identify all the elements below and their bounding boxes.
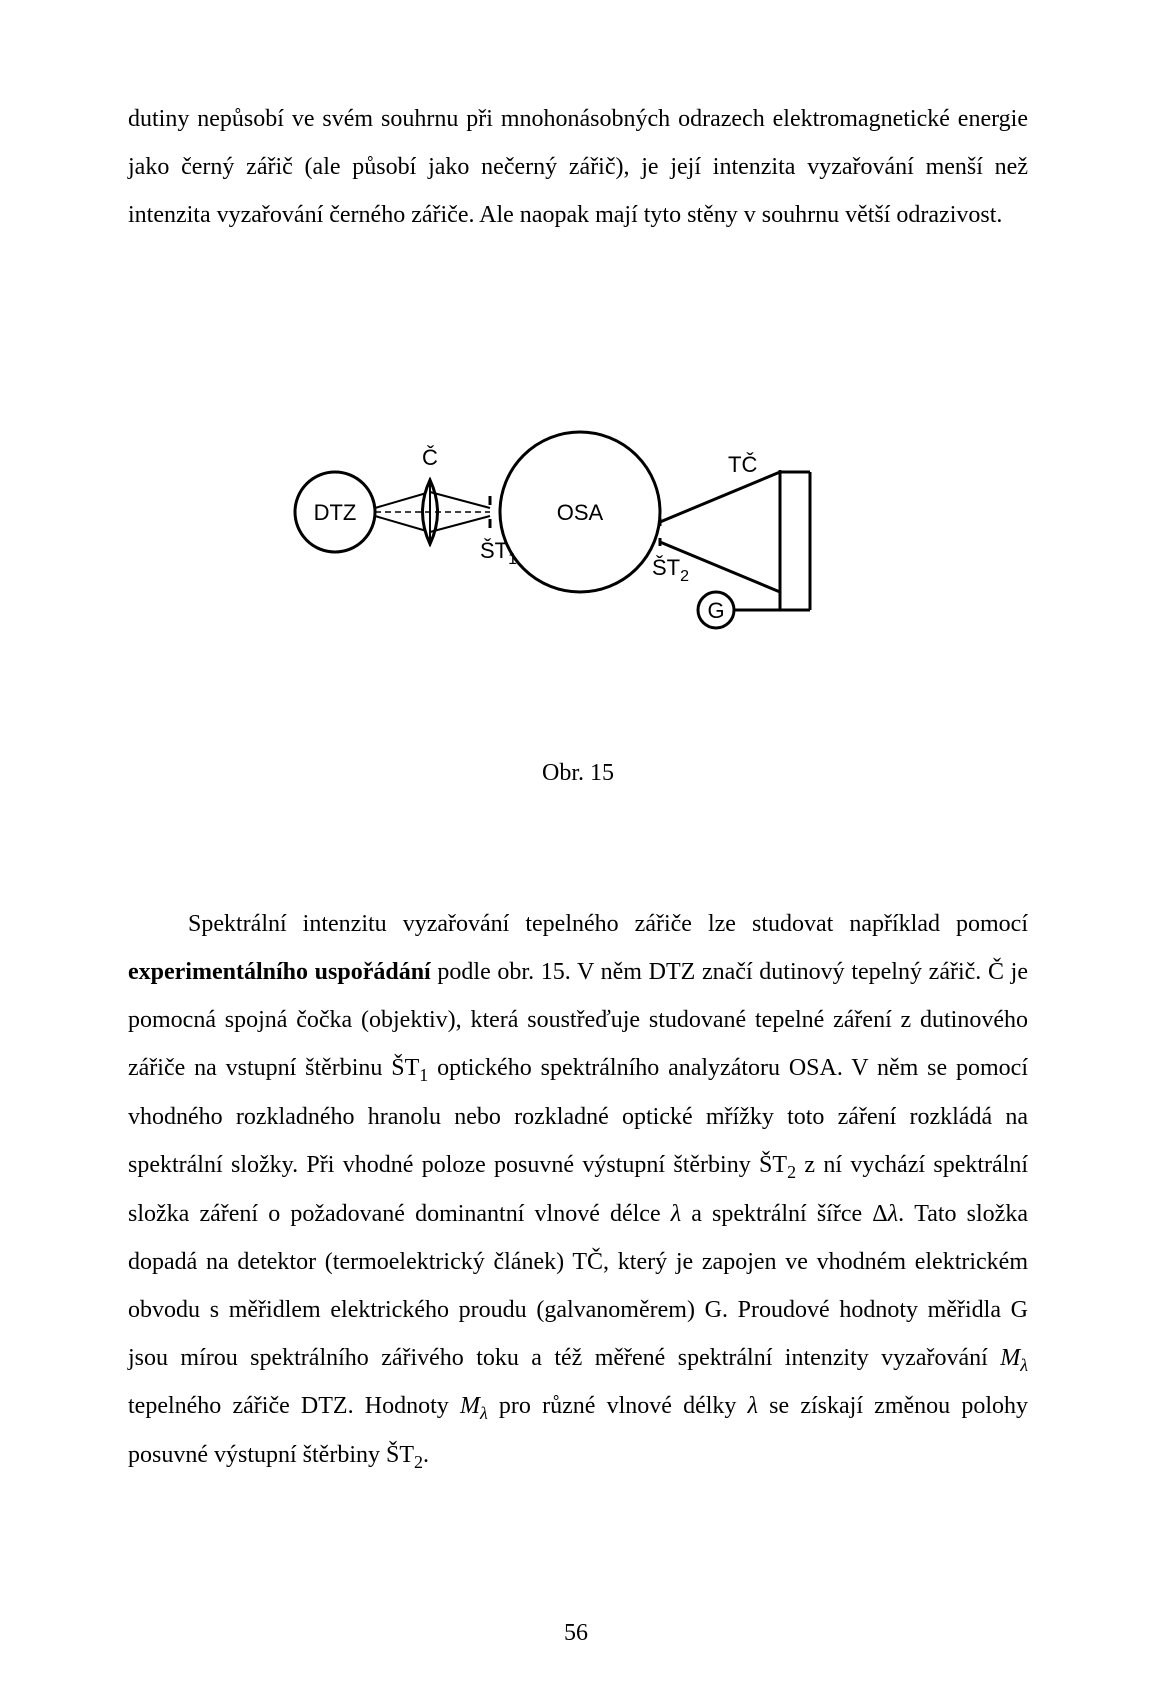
figure-caption: Obr. 15 — [128, 760, 1028, 787]
beam-top — [660, 472, 780, 522]
figure-15-diagram: DTZ Č ŠT1 OSA ŠT2 — [280, 400, 840, 650]
page: dutiny nepůsobí ve svém souhrnu při mnoh… — [0, 0, 1152, 1683]
page-number: 56 — [0, 1620, 1152, 1647]
osa-label: OSA — [557, 500, 604, 525]
tc-label: TČ — [728, 452, 757, 477]
ray-bot-right — [430, 516, 490, 532]
dtz-label: DTZ — [314, 500, 357, 525]
lens-label: Č — [422, 445, 438, 470]
paragraph-2: Spektrální intenzitu vyzařování tepelnéh… — [128, 900, 1028, 1480]
g-label: G — [707, 598, 724, 623]
st2-label: ŠT2 — [652, 555, 689, 585]
paragraph-1: dutiny nepůsobí ve svém souhrnu při mnoh… — [128, 95, 1028, 239]
ray-top-right — [430, 492, 490, 508]
